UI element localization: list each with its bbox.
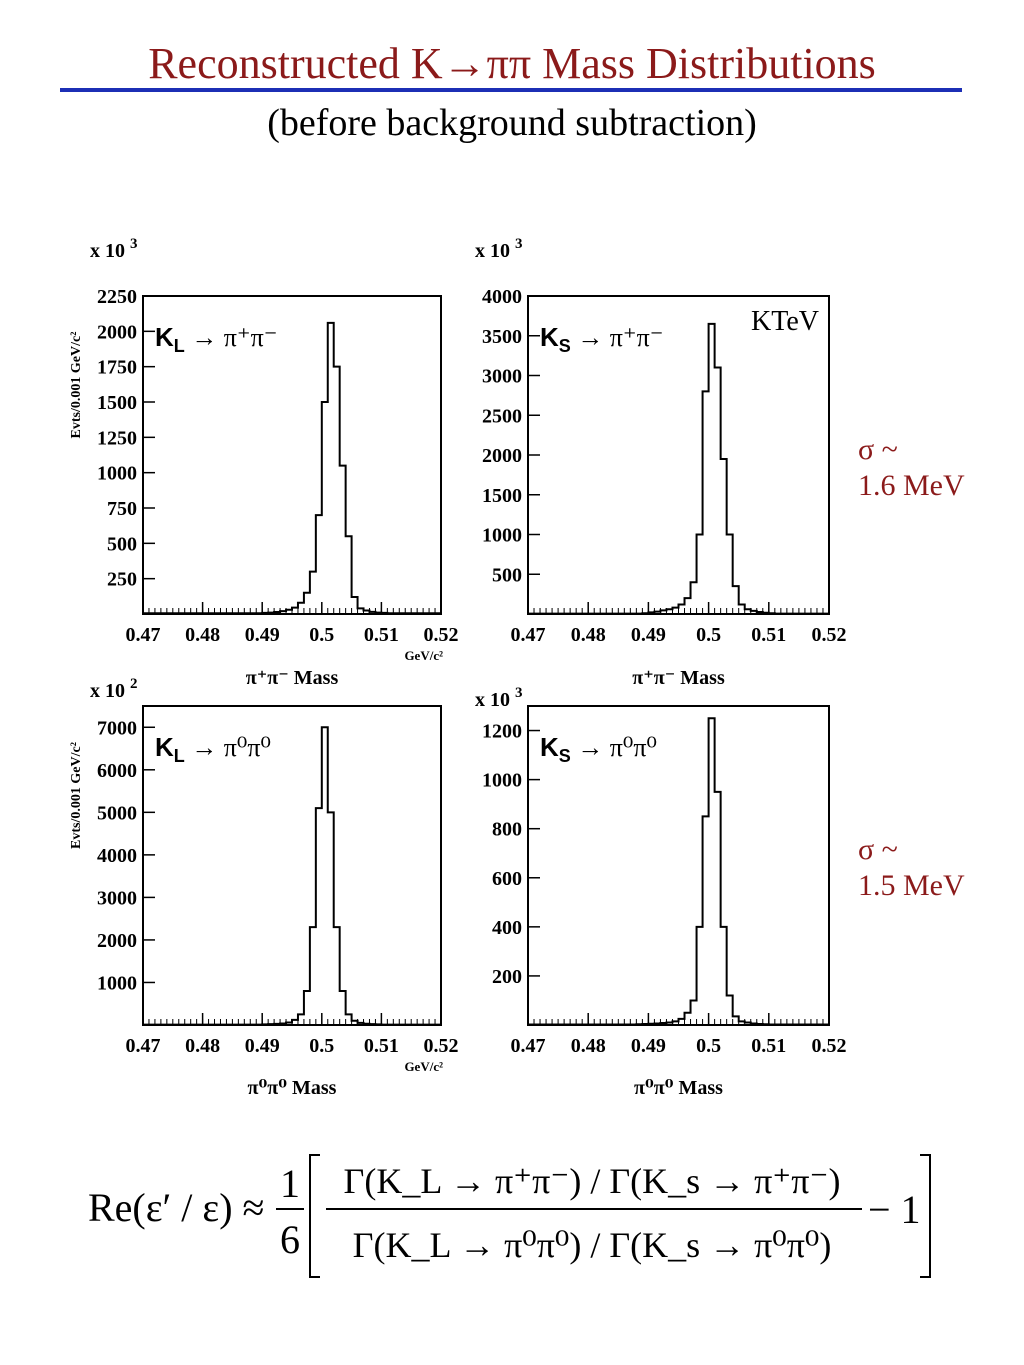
sigma-symbol: σ ~	[858, 433, 898, 466]
y-tick-label: 6000	[97, 760, 137, 782]
x-tick-label: 0.51	[364, 1035, 399, 1057]
y-axis-label: Evts/0.001 GeV/c²	[69, 742, 84, 849]
histogram-panel-4: 0.47 0.48 0.49 0.5 0.51 0.52 200 400 600 800 1000 1…	[475, 685, 847, 1099]
x-axis-unit: GeV/c²	[404, 1059, 443, 1074]
y-tick-label: 3500	[482, 326, 522, 348]
y-tick-label: 400	[492, 917, 522, 939]
x-tick-label: 0.47	[511, 624, 546, 646]
y-tick-label: 5000	[97, 802, 137, 824]
sigma-value: 1.6 MeV	[858, 469, 965, 502]
y-tick-label: 1000	[97, 463, 137, 485]
x-tick-label: 0.52	[812, 1035, 847, 1057]
y-tick-label: 1750	[97, 357, 137, 379]
x-axis-label: π⁺π⁻ Mass	[246, 667, 339, 689]
x-tick-label: 0.5	[696, 624, 721, 646]
x-tick-label: 0.5	[309, 1035, 334, 1057]
formula-numerator: Γ(K_L → π⁺π⁻) / Γ(K_s → π⁺π⁻)	[344, 1161, 841, 1201]
decay-label: KL → π⁰π⁰	[155, 732, 271, 766]
y-tick-label: 4000	[97, 845, 137, 867]
y-tick-label: 2250	[97, 286, 137, 308]
x-tick-label: 0.51	[364, 624, 399, 646]
y-tick-label: 1500	[97, 392, 137, 414]
decay-label: KS → π⁰π⁰	[540, 732, 657, 766]
histogram-panel-2: 0.47 0.48 0.49 0.5 0.51 0.52 500 1000 1500 2000 25…	[475, 236, 847, 689]
x-tick-label: 0.47	[126, 1035, 161, 1057]
histogram-line	[143, 321, 441, 615]
decay-label: KL → π⁺π⁻	[155, 322, 277, 356]
histogram-panels: 0.47 0.48 0.49 0.5 0.51 0.5225050075010001250…	[69, 236, 847, 1099]
y-tick-label: 1000	[482, 525, 522, 547]
y-tick-label: 1000	[482, 770, 522, 792]
formula-denominator: Γ(K_L → π⁰π⁰) / Γ(K_s → π⁰π⁰)	[353, 1225, 832, 1265]
x-tick-label: 0.52	[424, 1035, 459, 1057]
histogram-panel-3: 0.47 0.48 0.49 0.5 0.51 0.52 1000 2000 3000 4000 5…	[69, 676, 459, 1099]
x-tick-label: 0.47	[126, 624, 161, 646]
x-tick-label: 0.48	[571, 624, 606, 646]
y-tick-label: 2000	[97, 930, 137, 952]
x-tick-label: 0.48	[185, 1035, 220, 1057]
resolution-note-neutral: σ ~ 1.5 MeV	[858, 832, 965, 904]
y-tick-label: 1000	[97, 972, 137, 994]
y-tick-label: 200	[492, 966, 522, 988]
axis-multiplier: x 10 2	[90, 676, 138, 702]
x-tick-label: 0.52	[812, 624, 847, 646]
experiment-label: KTeV	[751, 306, 819, 337]
y-tick-label: 2000	[482, 445, 522, 467]
x-tick-label: 0.51	[751, 1035, 786, 1057]
x-axis-label: π⁰π⁰ Mass	[248, 1077, 337, 1099]
formula-lhs: Re(ε′ / ε) ≈	[88, 1185, 264, 1230]
y-tick-label: 250	[107, 569, 137, 591]
sigma-symbol: σ ~	[858, 833, 898, 866]
formula-right-bracket	[920, 1154, 931, 1278]
y-axis-label: Evts/0.001 GeV/c²	[69, 332, 84, 439]
axis-multiplier: x 10 3	[90, 236, 138, 262]
y-tick-label: 3000	[97, 887, 137, 909]
x-tick-label: 0.48	[185, 624, 220, 646]
slide-title: Reconstructed K→ππ Mass Distributions	[148, 39, 876, 88]
formula-left-bracket	[309, 1154, 320, 1278]
x-axis-label: π⁺π⁻ Mass	[632, 667, 725, 689]
title-underline	[60, 88, 962, 92]
x-tick-label: 0.47	[511, 1035, 546, 1057]
y-tick-label: 3000	[482, 366, 522, 388]
y-tick-label: 800	[492, 819, 522, 841]
histogram-panel-1: 0.47 0.48 0.49 0.5 0.51 0.52 250 500 750 1000 1250…	[69, 236, 459, 689]
y-tick-label: 1200	[482, 721, 522, 743]
x-tick-label: 0.51	[751, 624, 786, 646]
formula-six: 6	[280, 1217, 300, 1262]
formula-one: 1	[280, 1161, 300, 1206]
y-tick-label: 2500	[482, 405, 522, 427]
histogram-line	[528, 717, 829, 1026]
x-tick-label: 0.48	[571, 1035, 606, 1057]
histogram-line	[528, 322, 829, 615]
histogram-line	[143, 726, 441, 1026]
y-tick-label: 500	[107, 533, 137, 555]
y-tick-label: 500	[492, 564, 522, 586]
y-tick-label: 1250	[97, 427, 137, 449]
axis-multiplier: x 10 3	[475, 685, 523, 711]
axis-multiplier: x 10 3	[475, 236, 523, 262]
decay-label: KS → π⁺π⁻	[540, 322, 664, 356]
x-tick-label: 0.49	[631, 1035, 666, 1057]
x-tick-label: 0.5	[309, 624, 334, 646]
x-tick-label: 0.49	[245, 624, 280, 646]
y-tick-label: 4000	[482, 286, 522, 308]
y-tick-label: 750	[107, 498, 137, 520]
x-axis-unit: GeV/c²	[404, 648, 443, 663]
x-tick-label: 0.49	[631, 624, 666, 646]
x-tick-label: 0.49	[245, 1035, 280, 1057]
y-tick-label: 7000	[97, 717, 137, 739]
y-tick-label: 2000	[97, 321, 137, 343]
y-tick-label: 1500	[482, 485, 522, 507]
resolution-note-charged: σ ~ 1.6 MeV	[858, 432, 965, 504]
formula-minus-one: − 1	[868, 1187, 921, 1232]
sigma-value: 1.5 MeV	[858, 869, 965, 902]
x-tick-label: 0.5	[696, 1035, 721, 1057]
x-axis-label: π⁰π⁰ Mass	[634, 1077, 723, 1099]
slide-subtitle: (before background subtraction)	[267, 102, 757, 144]
y-tick-label: 600	[492, 868, 522, 890]
x-tick-label: 0.52	[424, 624, 459, 646]
double-ratio-formula: Re(ε′ / ε) ≈ 1 6 Γ(K_L → π⁺π⁻) / Γ(K_s →…	[88, 1154, 931, 1278]
